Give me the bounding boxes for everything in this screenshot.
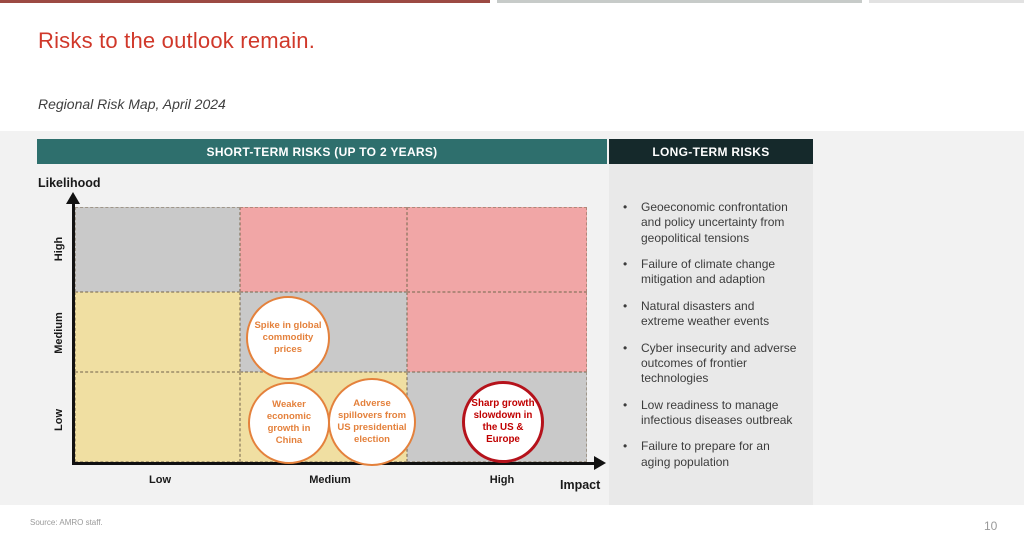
risk-bubble-commodity-prices: Spike in global commodity prices bbox=[246, 296, 330, 380]
bullet-icon: • bbox=[623, 257, 628, 272]
long-term-risks-header: LONG-TERM RISKS bbox=[609, 139, 813, 164]
x-tick-low: Low bbox=[149, 474, 171, 486]
list-item: • Failure of climate change mitigation a… bbox=[623, 257, 799, 288]
y-axis-title: Likelihood bbox=[38, 176, 101, 190]
page-number: 10 bbox=[984, 519, 998, 533]
list-item: • Low readiness to manage infectious dis… bbox=[623, 398, 799, 429]
risk-bubble-us-election: Adverse spillovers from US presidential … bbox=[328, 378, 416, 466]
list-item-text: Geoeconomic confrontation and policy unc… bbox=[641, 200, 788, 245]
short-term-risks-header: SHORT-TERM RISKS (UP TO 2 YEARS) bbox=[37, 139, 607, 164]
chart-title: Regional Risk Map, April 2024 bbox=[38, 96, 226, 112]
list-item: • Cyber insecurity and adverse outcomes … bbox=[623, 341, 799, 387]
list-item-text: Failure to prepare for an aging populati… bbox=[641, 439, 770, 469]
matrix-cell-low-low bbox=[75, 372, 241, 462]
top-progress-segment-light bbox=[869, 0, 1024, 3]
y-axis-line bbox=[72, 202, 75, 463]
x-axis-arrow-icon bbox=[594, 456, 606, 470]
matrix-cell-high-medium bbox=[240, 207, 407, 292]
list-item: • Geoeconomic confrontation and policy u… bbox=[623, 200, 799, 246]
list-item: • Failure to prepare for an aging popula… bbox=[623, 439, 799, 470]
x-axis-title: Impact bbox=[560, 478, 601, 492]
x-tick-medium: Medium bbox=[309, 474, 351, 486]
x-axis-line bbox=[72, 462, 596, 465]
list-item: • Natural disasters and extreme weather … bbox=[623, 299, 799, 330]
page-title: Risks to the outlook remain. bbox=[38, 28, 316, 53]
long-term-risks-panel: • Geoeconomic confrontation and policy u… bbox=[609, 164, 813, 505]
long-term-risks-list: • Geoeconomic confrontation and policy u… bbox=[623, 200, 799, 470]
y-tick-high: High bbox=[53, 236, 65, 262]
matrix-cell-high-high bbox=[406, 207, 587, 292]
matrix-cell-high-low bbox=[75, 207, 241, 292]
risk-bubble-us-europe-slowdown: Sharp growth slowdown in the US & Europe bbox=[462, 381, 544, 463]
y-tick-low: Low bbox=[53, 409, 65, 431]
y-axis-arrow-icon bbox=[66, 192, 80, 204]
top-progress-segment-gray bbox=[497, 0, 862, 3]
bullet-icon: • bbox=[623, 298, 628, 313]
list-item-text: Failure of climate change mitigation and… bbox=[641, 257, 776, 287]
list-item-text: Cyber insecurity and adverse outcomes of… bbox=[641, 340, 797, 386]
bullet-icon: • bbox=[623, 340, 628, 355]
matrix-cell-medium-high bbox=[406, 291, 587, 373]
y-tick-medium: Medium bbox=[53, 312, 65, 354]
bullet-icon: • bbox=[623, 397, 628, 412]
list-item-text: Low readiness to manage infectious disea… bbox=[641, 397, 793, 427]
bullet-icon: • bbox=[623, 200, 628, 214]
source-note: Source: AMRO staff. bbox=[30, 518, 103, 527]
list-item-text: Natural disasters and extreme weather ev… bbox=[641, 298, 770, 329]
matrix-cell-medium-low bbox=[75, 291, 241, 373]
top-progress-segment-red bbox=[0, 0, 490, 3]
x-tick-high: High bbox=[489, 474, 515, 486]
bullet-icon: • bbox=[623, 439, 628, 454]
risk-bubble-china-growth: Weaker economic growth in China bbox=[248, 382, 330, 464]
